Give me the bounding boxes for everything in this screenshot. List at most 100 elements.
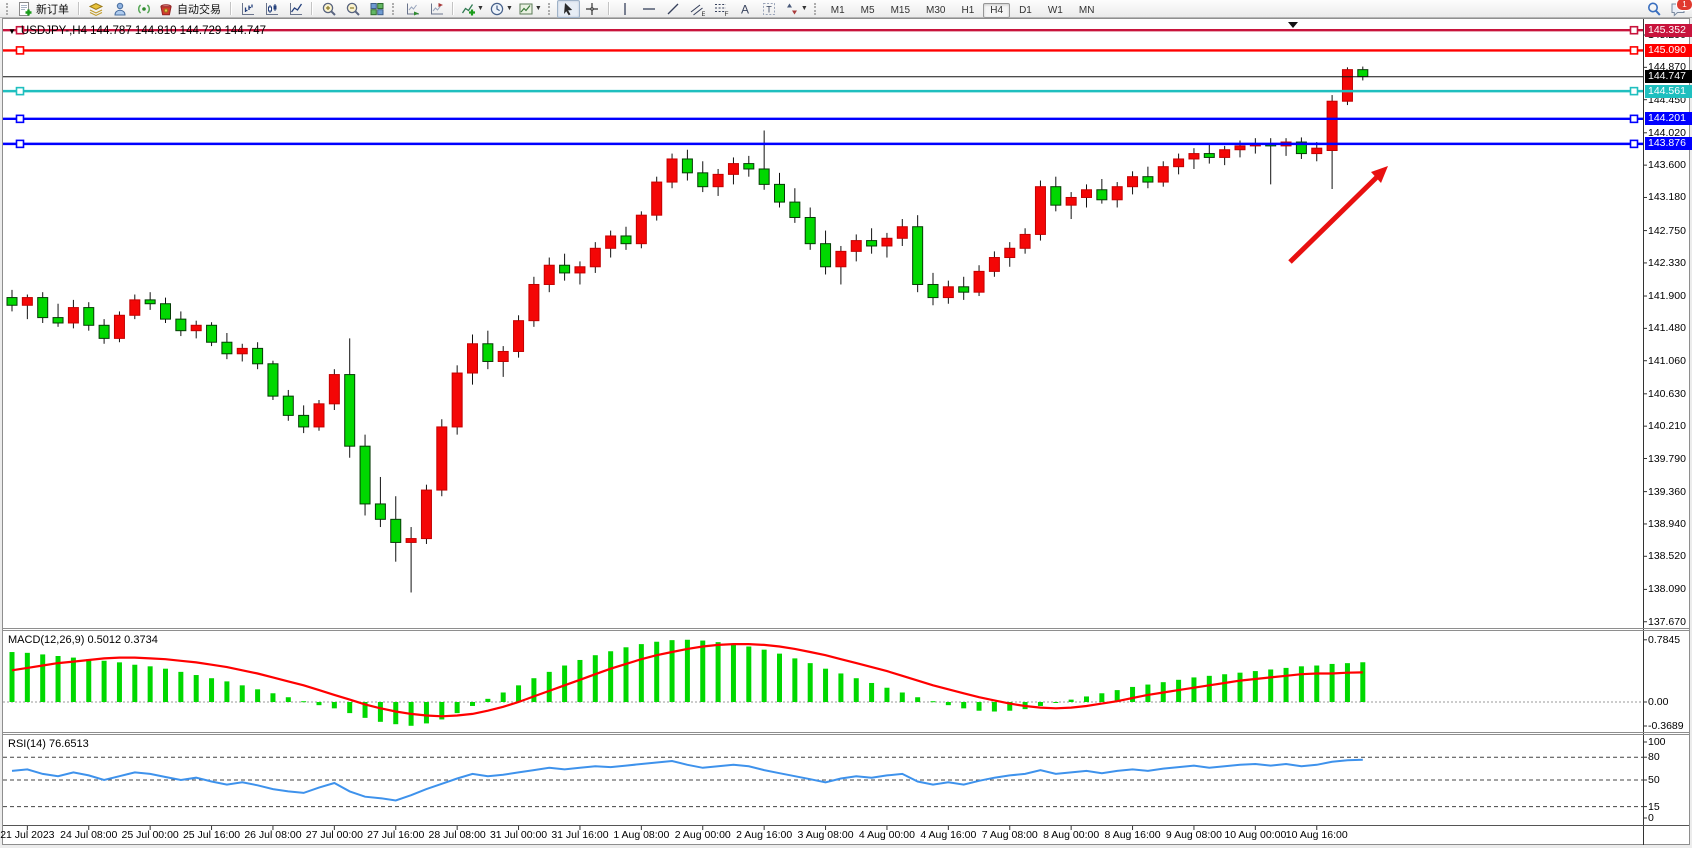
price-level-label: 144.561: [1645, 84, 1692, 98]
line-handle[interactable]: [1629, 114, 1639, 124]
price-level-label: 145.352: [1645, 23, 1692, 37]
autotrading-button[interactable]: 自动交易: [156, 0, 226, 18]
bar-chart-icon: [241, 2, 254, 15]
macd-histogram-bar: [423, 702, 429, 724]
macd-histogram-bar: [761, 649, 767, 702]
macd-histogram-bar: [715, 642, 721, 702]
crosshair-button[interactable]: [581, 0, 604, 18]
profiles-button[interactable]: [108, 0, 131, 18]
zoom-out-button[interactable]: [341, 0, 364, 18]
toolbar-grip[interactable]: [547, 2, 553, 15]
arrows-shapes-button[interactable]: ▼: [782, 0, 810, 18]
tile-windows-button[interactable]: [365, 0, 388, 18]
time-axis-label: 4 Aug 16:00: [920, 829, 977, 841]
macd-histogram-bar: [669, 640, 675, 702]
signals-button[interactable]: [132, 0, 155, 18]
indicators-button[interactable]: ▼: [458, 0, 486, 18]
time-axis-label: 25 Jul 00:00: [121, 829, 179, 841]
toolbar-grip[interactable]: [6, 2, 11, 15]
macd-histogram-bar: [945, 702, 951, 706]
timeframe-button-H4[interactable]: H4: [983, 2, 1011, 18]
timeframe-button-W1[interactable]: W1: [1047, 4, 1063, 16]
equidistant-channel-button[interactable]: E: [686, 0, 709, 18]
bar-chart-button[interactable]: [236, 0, 259, 18]
line-chart-button[interactable]: [284, 0, 307, 18]
notifications-button[interactable]: 1: [1666, 0, 1692, 18]
line-handle[interactable]: [15, 25, 25, 35]
macd-histogram-bar: [1314, 665, 1320, 702]
candle-body: [1111, 186, 1123, 201]
time-axis-label: 31 Jul 00:00: [489, 829, 548, 841]
macd-histogram-bar: [301, 701, 307, 703]
line-handle[interactable]: [15, 114, 25, 124]
chart-window[interactable]: [2, 18, 1690, 845]
auto-scroll-button[interactable]: [401, 0, 424, 18]
candle-body: [605, 235, 617, 249]
macd-histogram-bar: [638, 644, 644, 702]
candle-body: [820, 243, 832, 268]
timeframe-button-MN[interactable]: MN: [1078, 4, 1095, 16]
candle-body: [727, 163, 739, 175]
macd-histogram-bar: [915, 697, 921, 702]
macd-histogram-bar: [163, 668, 168, 702]
trend-arrow-annotation[interactable]: [1288, 174, 1380, 264]
price-tick-label: 143.600: [1648, 159, 1686, 172]
timeframe-button-M5[interactable]: M5: [860, 4, 875, 16]
candle-body: [467, 343, 478, 374]
timeframe-button-M15[interactable]: M15: [890, 4, 911, 16]
line-handle[interactable]: [15, 139, 25, 149]
text-button[interactable]: A: [734, 0, 757, 18]
macd-histogram-bar: [55, 656, 61, 702]
timeframe-button-D1[interactable]: D1: [1019, 4, 1032, 16]
toolbar-grip[interactable]: [392, 2, 397, 15]
trendline-button[interactable]: [662, 0, 685, 18]
svg-text:E: E: [702, 11, 706, 17]
cursor-button[interactable]: [556, 0, 580, 18]
macd-histogram-bar: [24, 652, 30, 702]
line-handle[interactable]: [15, 46, 25, 55]
horizontal-line-button[interactable]: [638, 0, 661, 18]
price-tick-label: 139.790: [1648, 452, 1686, 465]
trend-arrow-head[interactable]: [1371, 166, 1388, 183]
periods-button[interactable]: ▼: [487, 0, 515, 18]
timeframe-button-H1[interactable]: H1: [961, 4, 975, 16]
candlestick-chart-button[interactable]: [260, 0, 283, 18]
chevron-down-icon: ▼: [534, 5, 542, 12]
candle-body: [666, 158, 678, 183]
macd-histogram-bar: [823, 668, 829, 702]
candle-body: [758, 168, 770, 185]
line-handle[interactable]: [1629, 86, 1639, 96]
vertical-line-button[interactable]: [614, 0, 637, 18]
new-order-button[interactable]: 新订单: [15, 0, 74, 18]
timeframe-button-M1[interactable]: M1: [830, 4, 845, 16]
macd-histogram-bar: [70, 657, 76, 702]
templates-button[interactable]: ▼: [516, 0, 544, 18]
macd-histogram-bar: [700, 640, 706, 702]
search-button[interactable]: [1642, 0, 1665, 18]
price-level-label: 144.201: [1645, 112, 1692, 126]
arrows-shapes-icon: [786, 3, 797, 14]
price-tick-label: 141.480: [1648, 322, 1686, 335]
timeframe-toolbar: M1 M5 M15 M30 H1 H4 D1 W1 MN: [823, 0, 1103, 18]
line-handle[interactable]: [1629, 25, 1639, 35]
candle-body: [282, 395, 294, 416]
candle-body: [528, 283, 540, 322]
toolbar-grip[interactable]: [813, 2, 819, 15]
line-handle[interactable]: [15, 86, 25, 96]
zoom-in-button[interactable]: [317, 0, 340, 18]
symbol-dropdown-icon[interactable]: ▼: [8, 26, 16, 36]
timeframe-button-M30[interactable]: M30: [926, 4, 946, 16]
chart-shift-marker[interactable]: [1288, 22, 1298, 28]
text-label-button[interactable]: T: [758, 0, 781, 18]
candle-body: [958, 286, 970, 293]
new-chart-button[interactable]: [84, 0, 107, 18]
chart-shift-button[interactable]: [425, 0, 448, 18]
rsi-tick-label: 0: [1648, 812, 1654, 824]
macd-histogram-bar: [86, 659, 92, 702]
time-axis-label: 9 Aug 08:00: [1165, 829, 1222, 841]
fibonacci-button[interactable]: F: [710, 0, 733, 18]
line-handle[interactable]: [1629, 46, 1639, 55]
toolbar: 新订单 自动交易: [0, 0, 1692, 18]
line-handle[interactable]: [1629, 139, 1639, 149]
